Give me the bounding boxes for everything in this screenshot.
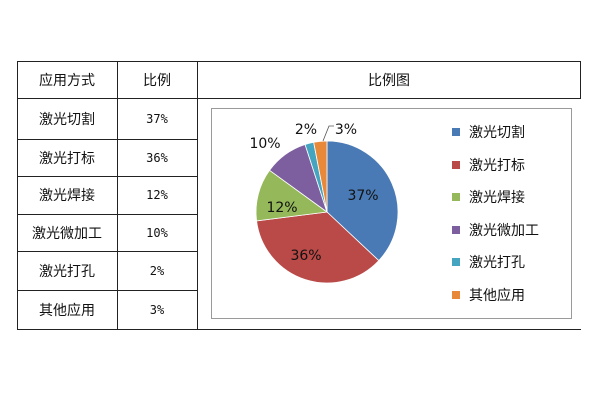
table-method-cell: 激光切割 [39, 111, 95, 128]
legend-swatch [452, 160, 460, 169]
table-hline [17, 98, 581, 99]
legend-label: 激光打孔 [469, 255, 525, 271]
data-table: 应用方式 比例 比例图激光切割 37% 激光打标 36% 激光焊接 12% 激光微加工 10% 激光… [17, 61, 581, 330]
legend-label: 激光切割 [469, 125, 525, 141]
slice-data-label: 36% [290, 248, 321, 264]
table-hline [17, 329, 581, 330]
table-ratio-cell: 37% [146, 111, 168, 126]
table-hline [17, 251, 197, 252]
legend-label: 激光打标 [469, 157, 525, 174]
table-hline [17, 61, 581, 62]
slice-data-label: 12% [266, 200, 297, 216]
pie-slice [313, 140, 328, 213]
table-vline [117, 61, 118, 329]
legend-swatch [452, 258, 460, 266]
table-header-cell: 应用方式 [39, 72, 95, 89]
pie-slice [256, 211, 380, 284]
table-ratio-cell: 2% [149, 263, 165, 278]
table-vline [197, 61, 198, 329]
table-method-cell: 激光打孔 [39, 263, 95, 280]
table-method-cell: 激光焊接 [39, 188, 95, 204]
table-method-cell: 激光打标 [39, 150, 95, 167]
legend-swatch [452, 128, 460, 136]
table-header-cell: 比例 [143, 72, 171, 89]
leader-line [322, 125, 334, 142]
table-method-cell: 其他应用 [39, 302, 95, 319]
legend-swatch [452, 290, 460, 299]
table-method-cell: 激光微加工 [32, 225, 102, 242]
legend-item: 激光打标 [452, 155, 525, 175]
table-header-cell: 比例图 [368, 72, 410, 89]
slice-data-label: 37% [347, 188, 378, 204]
table-hline [17, 139, 197, 140]
legend-swatch [452, 225, 460, 234]
legend-swatch [452, 193, 460, 201]
slice-data-label: 10% [249, 136, 280, 152]
legend-item: 激光切割 [452, 122, 525, 142]
legend-label: 激光微加工 [469, 222, 539, 239]
legend-item: 激光打孔 [452, 252, 525, 272]
legend-label: 其他应用 [469, 287, 525, 304]
table-hline [17, 214, 197, 215]
table-vline [580, 61, 581, 98]
pie-slice [326, 140, 399, 262]
table-hline [17, 176, 197, 177]
legend-item: 激光焊接 [452, 187, 525, 207]
table-vline [17, 61, 18, 329]
table-hline [17, 290, 197, 291]
slice-data-label: 3% [335, 122, 357, 138]
legend-item: 其他应用 [452, 285, 525, 305]
legend-item: 激光微加工 [452, 220, 539, 240]
table-ratio-cell: 36% [146, 150, 168, 165]
table-ratio-cell: 12% [146, 188, 168, 202]
table-ratio-cell: 10% [146, 225, 168, 240]
slice-data-label: 2% [295, 122, 317, 138]
table-ratio-cell: 3% [149, 302, 165, 317]
legend-label: 激光焊接 [469, 190, 525, 206]
chart-frame [211, 108, 572, 319]
